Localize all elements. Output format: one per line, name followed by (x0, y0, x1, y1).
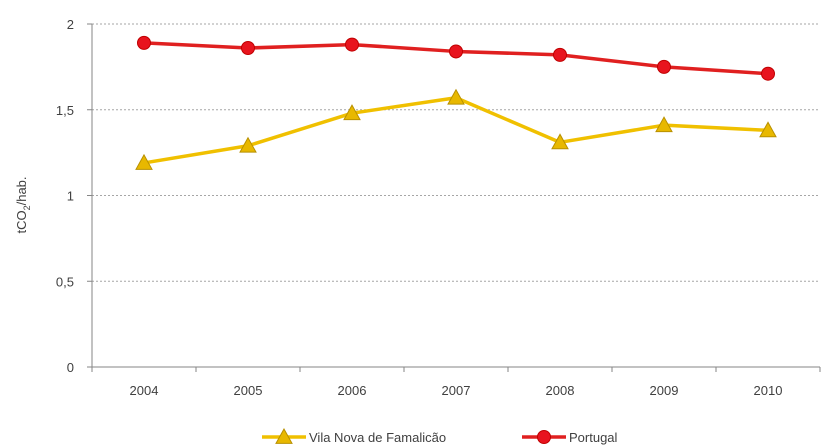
data-point (553, 47, 567, 62)
y-tick-label: 0 (67, 360, 74, 375)
x-tick-label: 2007 (442, 383, 471, 398)
y-axis-title: tCO2/hab. (14, 176, 32, 233)
data-point (137, 35, 151, 50)
data-point (761, 66, 775, 81)
x-tick-label: 2008 (546, 383, 575, 398)
y-tick-label: 1 (67, 189, 74, 204)
y-tick-label: 2 (67, 17, 74, 32)
x-tick-label: 2009 (650, 383, 679, 398)
y-axis-title-main: tCO (14, 210, 29, 233)
y-axis-title-subscript: 2 (22, 205, 32, 210)
legend-label: Portugal (569, 430, 618, 445)
gridlines (92, 23, 820, 282)
x-tick-labels: 2004 2005 2006 2007 2008 2009 2010 (130, 383, 783, 398)
x-tick-label: 2005 (234, 383, 263, 398)
x-tick-label: 2010 (754, 383, 783, 398)
data-point (135, 153, 153, 170)
data-point (447, 88, 465, 105)
data-point (343, 104, 361, 121)
legend-label: Vila Nova de Famalicão (309, 430, 446, 445)
legend: Vila Nova de Famalicão Portugal (262, 427, 618, 445)
legend-item: Portugal (522, 430, 618, 445)
legend-item: Vila Nova de Famalicão (262, 427, 446, 445)
y-axis-title-suffix: /hab. (14, 176, 29, 205)
x-tick-label: 2004 (130, 383, 159, 398)
axes (87, 23, 821, 372)
series-vila-nova-de-famalicao (135, 88, 777, 170)
data-point (449, 44, 463, 59)
series-line (143, 95, 769, 165)
legend-marker (537, 430, 551, 444)
x-tick-label: 2006 (338, 383, 367, 398)
data-point (551, 133, 569, 150)
data-point (241, 41, 255, 56)
data-point (239, 136, 257, 153)
data-point (657, 59, 671, 74)
series (135, 35, 777, 170)
data-point (759, 121, 777, 138)
legend-marker (275, 427, 293, 444)
y-tick-label: 1,5 (56, 103, 74, 118)
y-tick-labels: 0 0,5 1 1,5 2 (56, 17, 74, 375)
series-portugal (137, 35, 775, 81)
y-tick-label: 0,5 (56, 274, 74, 289)
data-point (655, 116, 673, 133)
data-point (345, 37, 359, 52)
